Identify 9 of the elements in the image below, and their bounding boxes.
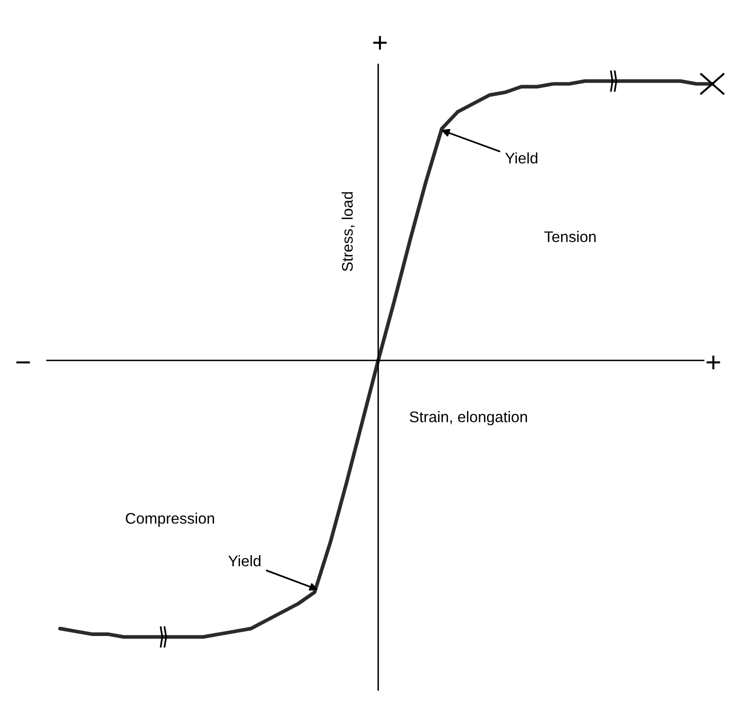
y-axis-title: Stress, load [342,192,355,272]
text: + [373,36,387,50]
x-axis-title: Strain, elongation [410,411,527,426]
annotation: Yield [228,555,260,566]
annotation: Tension [544,230,596,242]
text: + [706,356,720,370]
annotation: Compression [126,512,214,527]
annotation: Yield [505,152,538,164]
text: − [16,361,30,364]
